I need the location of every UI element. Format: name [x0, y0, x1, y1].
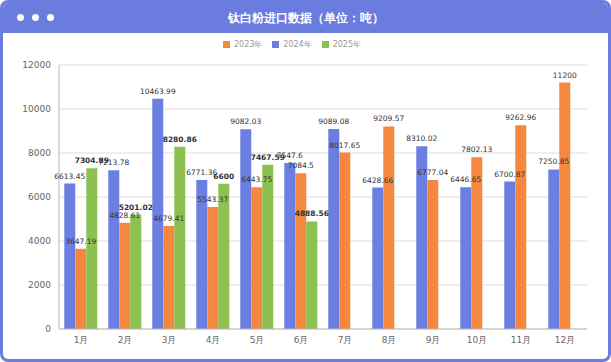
- svg-text:6428.66: 6428.66: [362, 176, 393, 185]
- svg-text:7月: 7月: [338, 335, 353, 345]
- svg-text:11月: 11月: [511, 335, 531, 345]
- svg-text:7547.6: 7547.6: [276, 151, 303, 160]
- svg-text:1月: 1月: [74, 335, 89, 345]
- svg-text:6443.75: 6443.75: [241, 175, 272, 184]
- html-text:2023年: 2023年: [234, 40, 263, 49]
- svg-text:9209.57: 9209.57: [373, 114, 404, 123]
- svg-text:12000: 12000: [22, 60, 51, 70]
- svg-text:3月: 3月: [162, 335, 177, 345]
- svg-text:6000: 6000: [28, 192, 51, 202]
- svg-text:5201.02: 5201.02: [119, 203, 153, 212]
- svg-text:6613.45: 6613.45: [54, 172, 85, 181]
- html-text:2025年: 2025年: [332, 40, 361, 49]
- svg-text:9082.03: 9082.03: [230, 117, 261, 126]
- svg-text:0: 0: [45, 324, 51, 334]
- svg-text:7304.89: 7304.89: [75, 156, 109, 165]
- svg-text:6446.65: 6446.65: [450, 175, 481, 184]
- svg-text:5月: 5月: [250, 335, 265, 345]
- svg-text:12月: 12月: [555, 335, 575, 345]
- svg-text:4828.61: 4828.61: [109, 211, 140, 220]
- svg-text:7213.78: 7213.78: [98, 158, 130, 168]
- svg-text:9089.08: 9089.08: [318, 117, 349, 126]
- svg-text:6771.36: 6771.36: [186, 168, 218, 177]
- svg-text:8310.02: 8310.02: [406, 134, 437, 143]
- svg-text:8017.65: 8017.65: [329, 141, 360, 150]
- svg-text:9262.96: 9262.96: [505, 113, 536, 122]
- svg-text:10463.99: 10463.99: [140, 87, 176, 96]
- svg-text:3647.19: 3647.19: [65, 237, 96, 246]
- svg-text:10月: 10月: [467, 335, 487, 345]
- svg-text:9月: 9月: [426, 335, 441, 345]
- svg-text:4000: 4000: [28, 236, 51, 246]
- svg-text:6700.87: 6700.87: [494, 170, 525, 179]
- svg-text:8000: 8000: [28, 148, 51, 158]
- svg-text:10000: 10000: [22, 104, 51, 114]
- svg-text:5543.37: 5543.37: [197, 195, 228, 204]
- svg-text:6777.04: 6777.04: [417, 168, 448, 177]
- svg-text:4679.41: 4679.41: [153, 214, 184, 223]
- html-text:钛白粉进口数据（单位：吨）: 钛白粉进口数据（单位：吨）: [227, 11, 384, 25]
- svg-text:7084.5: 7084.5: [288, 161, 314, 170]
- svg-text:6600: 6600: [213, 172, 234, 181]
- svg-text:2000: 2000: [28, 280, 51, 290]
- svg-text:7802.13: 7802.13: [461, 145, 492, 154]
- svg-text:8月: 8月: [382, 335, 397, 345]
- svg-text:4月: 4月: [206, 335, 221, 345]
- svg-text:11200: 11200: [553, 71, 577, 80]
- svg-text:6月: 6月: [294, 335, 309, 345]
- svg-text:8280.86: 8280.86: [163, 135, 197, 144]
- svg-text:7250.85: 7250.85: [538, 157, 569, 166]
- svg-text:7467.59: 7467.59: [251, 153, 285, 162]
- svg-text:2月: 2月: [118, 335, 133, 345]
- svg-text:4888.56: 4888.56: [295, 209, 329, 218]
- html-text:2024年: 2024年: [283, 40, 312, 49]
